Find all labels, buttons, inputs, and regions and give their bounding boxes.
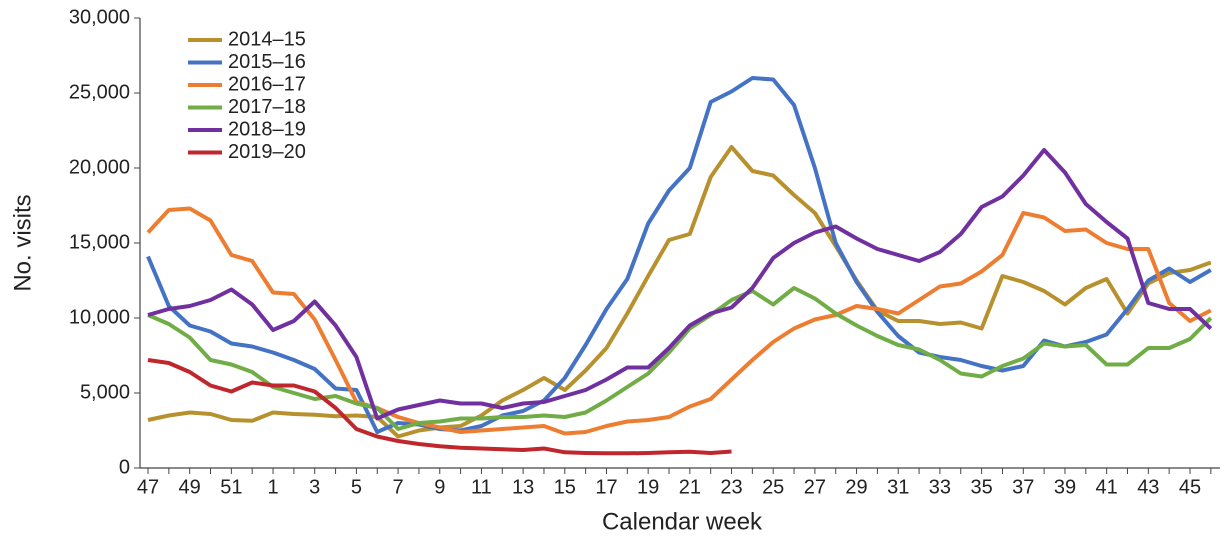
x-tick-label: 13 [512, 476, 534, 498]
legend-label: 2015–16 [228, 51, 306, 73]
series-line [146, 76, 1212, 434]
x-tick-label: 41 [1096, 476, 1118, 498]
legend-label: 2019–20 [228, 141, 306, 163]
x-tick-label: 23 [720, 476, 742, 498]
x-tick-label: 21 [679, 476, 701, 498]
x-axis-label: Calendar week [602, 508, 763, 535]
x-tick-label: 5 [351, 476, 362, 498]
x-tick-label: 9 [434, 476, 445, 498]
x-tick-label: 11 [471, 476, 492, 498]
series-line [147, 148, 1213, 421]
x-tick-label: 31 [887, 476, 909, 498]
x-tick-label: 3 [309, 476, 320, 498]
y-tick-label: 5,000 [80, 381, 130, 403]
y-tick-label: 0 [119, 456, 130, 478]
y-axis-label: No. visits [9, 194, 36, 291]
x-tick-label: 1 [267, 476, 278, 498]
y-tick-label: 15,000 [69, 231, 130, 253]
x-tick-label: 39 [1054, 476, 1076, 498]
x-tick-label: 17 [595, 476, 617, 498]
x-tick-label: 7 [393, 476, 404, 498]
series-line [147, 145, 1212, 439]
x-tick-label: 43 [1137, 476, 1159, 498]
series-line [147, 358, 732, 456]
x-tick-label: 45 [1179, 476, 1201, 498]
x-tick-label: 27 [804, 476, 826, 498]
x-tick-label: 15 [554, 476, 576, 498]
x-tick-label: 19 [637, 476, 659, 498]
x-tick-label: 33 [929, 476, 951, 498]
y-tick-label: 10,000 [69, 306, 130, 328]
y-tick-label: 30,000 [69, 6, 130, 28]
x-tick-label: 35 [970, 476, 992, 498]
x-tick-label: 29 [845, 476, 867, 498]
legend-label: 2018–19 [228, 118, 306, 140]
x-tick-label: 25 [762, 476, 784, 498]
x-tick-label: 49 [179, 476, 201, 498]
legend-label: 2014–15 [228, 28, 306, 50]
x-tick-label: 47 [137, 476, 159, 498]
series-line [146, 206, 1212, 436]
legend-label: 2016–17 [228, 73, 306, 95]
y-tick-label: 25,000 [69, 81, 130, 103]
x-tick-label: 37 [1012, 476, 1034, 498]
legend-label: 2017–18 [228, 96, 306, 118]
y-tick-label: 20,000 [69, 156, 130, 178]
x-tick-label: 51 [220, 476, 242, 498]
